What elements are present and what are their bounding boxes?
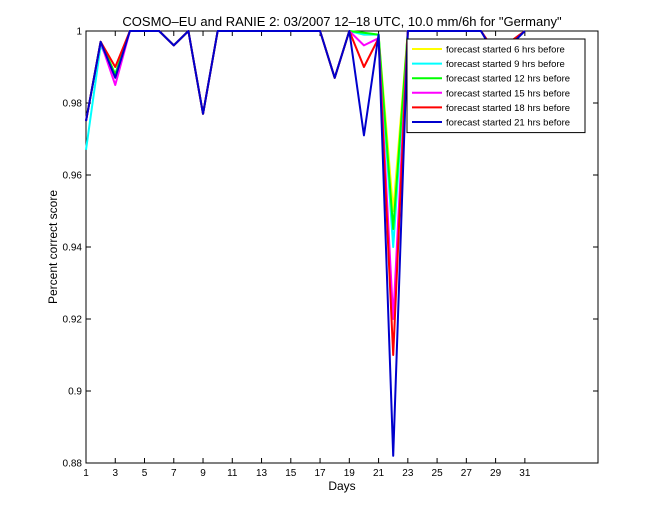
x-tick-label: 25	[432, 468, 444, 479]
x-tick-label: 15	[285, 468, 297, 479]
series-lines	[85, 30, 526, 457]
x-tick-label: 23	[402, 468, 414, 479]
legend-entry: forecast started 6 hrs before	[446, 45, 565, 56]
y-axis-title: Percent correct score	[46, 190, 60, 304]
x-tick-label: 13	[256, 468, 268, 479]
legend-entry: forecast started 18 hrs before	[446, 103, 570, 114]
y-tick-label: 0.92	[63, 315, 83, 326]
legend-entry: forecast started 12 hrs before	[446, 74, 570, 85]
legend-box	[406, 38, 586, 134]
series-line	[85, 30, 526, 457]
x-tick-label: 9	[200, 468, 206, 479]
y-tick-label: 0.9	[68, 387, 82, 398]
legend-entry: forecast started 15 hrs before	[446, 88, 570, 99]
x-tick-label: 7	[171, 468, 177, 479]
y-tick-label: 0.88	[63, 459, 83, 470]
y-tick-label: 0.98	[63, 99, 83, 110]
x-tick-label: 21	[373, 468, 385, 479]
legend: forecast started 6 hrs before forecast st…	[406, 38, 586, 134]
y-tick-label: 1	[76, 27, 82, 38]
x-tick-label: 3	[112, 468, 118, 479]
x-axis-title: Days	[328, 479, 355, 493]
x-tick-label: 11	[227, 468, 238, 479]
x-tick-label: 5	[142, 468, 148, 479]
x-tick-label: 1	[83, 468, 89, 479]
chart-title: COSMO–EU and RANIE 2: 03/2007 12–18 UTC,…	[122, 14, 562, 29]
y-axis: 0.88 0.9 0.92 0.94 0.96 0.98 1	[63, 27, 598, 470]
x-tick-label: 17	[314, 468, 326, 479]
x-tick-label: 29	[490, 468, 502, 479]
legend-entry: forecast started 21 hrs before	[446, 118, 570, 129]
x-axis: 1 3 5 7 9 11 13 15 17 19 21 23 25 27 29 31	[83, 31, 531, 479]
x-tick-label: 19	[344, 468, 356, 479]
x-tick-label: 27	[461, 468, 473, 479]
y-tick-label: 0.94	[63, 243, 83, 254]
legend-entry: forecast started 9 hrs before	[446, 59, 565, 70]
x-tick-label: 31	[519, 468, 531, 479]
y-tick-label: 0.96	[63, 171, 83, 182]
